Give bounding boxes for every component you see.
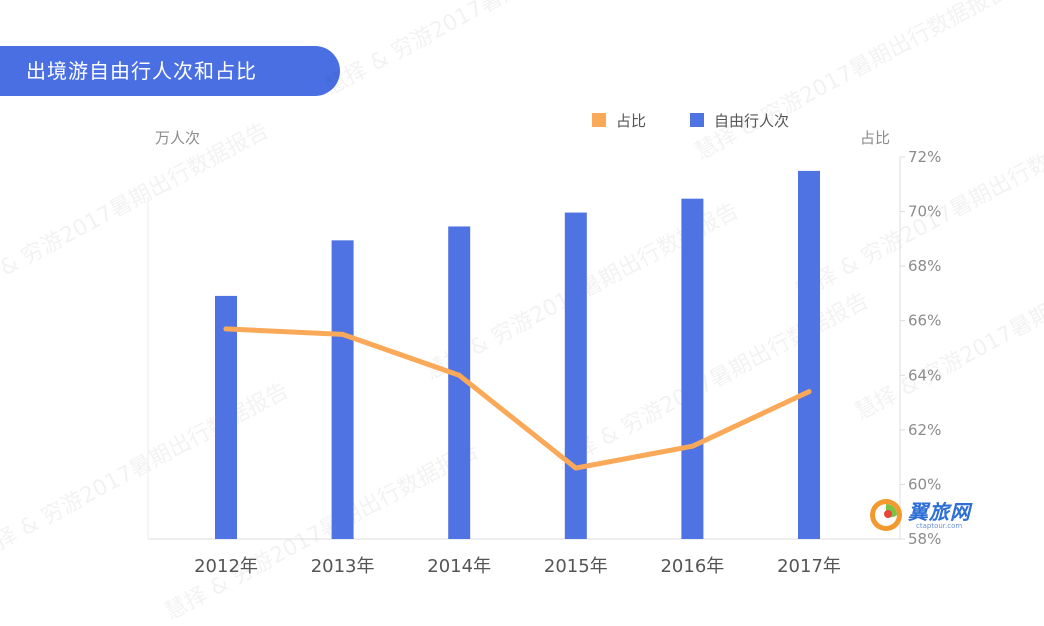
right-axis-label: 占比 (860, 129, 890, 147)
legend-label-bar: 自由行人次 (714, 112, 789, 130)
line-point (573, 465, 579, 471)
right-tick-label: 64% (908, 366, 941, 384)
watermark-text: 慧择 & 穷游2017暑期出行数据报告 (551, 288, 873, 475)
logo-url: ctaptour.com (916, 522, 963, 530)
swirl-logo-icon (870, 499, 902, 531)
chart-title: 出境游自由行人次和占比 (26, 59, 257, 83)
watermark-text: 慧择 & 穷游2017暑期出行数据报告 (321, 0, 643, 100)
watermark-text: 慧择 & 穷游2017暑期出行数据报告 (161, 438, 483, 625)
x-tick-label: 2013年 (311, 556, 375, 577)
bar-mark (681, 198, 704, 539)
right-tick-label: 62% (908, 421, 941, 439)
x-tick-label: 2017年 (777, 556, 841, 577)
bar-mark (798, 170, 820, 539)
title-banner: 出境游自由行人次和占比 (0, 46, 340, 96)
line-path (223, 326, 812, 471)
watermark-text: 慧择 & 穷游2017暑期出行数据报告 (0, 118, 273, 305)
line-point (456, 372, 462, 378)
right-tick-label: 66% (908, 312, 941, 330)
logo-text: 翼旅网 (908, 500, 971, 524)
line-point (689, 443, 695, 449)
legend: 占比 自由行人次 (592, 112, 789, 130)
legend-swatch-bar (690, 113, 704, 127)
axes: 万人次 占比 58% 60% 62% 64% 66% 68% 70% 72% 2012年 2013年 2… (147, 129, 941, 577)
bar-mark (215, 295, 237, 539)
x-tick-label: 2014年 (427, 556, 491, 577)
left-axis-label: 万人次 (155, 129, 200, 147)
line-series (223, 326, 812, 471)
line-point (340, 331, 346, 337)
right-tick-label: 58% (908, 530, 941, 548)
x-tick-label: 2016年 (660, 556, 724, 577)
x-tick-label: 2012年 (194, 556, 258, 577)
line-point (806, 389, 812, 395)
right-tick-label: 70% (908, 203, 941, 221)
brand-logo: 翼旅网 ctaptour.com (862, 492, 992, 538)
legend-label-line: 占比 (616, 112, 646, 130)
x-tick-label: 2015年 (544, 556, 608, 577)
bar-mark (564, 212, 587, 539)
legend-swatch-line (592, 113, 606, 127)
watermark-text: 慧择 & 穷游2017暑期出行数据报告 (851, 238, 1044, 425)
bar-mark (331, 240, 354, 539)
watermark-text: 慧择 & 穷游2017暑期出行数据报告 (0, 378, 293, 565)
right-tick-label: 72% (908, 148, 941, 166)
right-tick-label: 60% (908, 475, 941, 493)
line-point (223, 326, 229, 332)
bar-mark (448, 226, 471, 540)
bar-series (215, 170, 820, 540)
watermark-text: 慧择 & 穷游2017暑期出行数据报告 (691, 0, 1013, 165)
right-tick-label: 68% (908, 257, 941, 275)
